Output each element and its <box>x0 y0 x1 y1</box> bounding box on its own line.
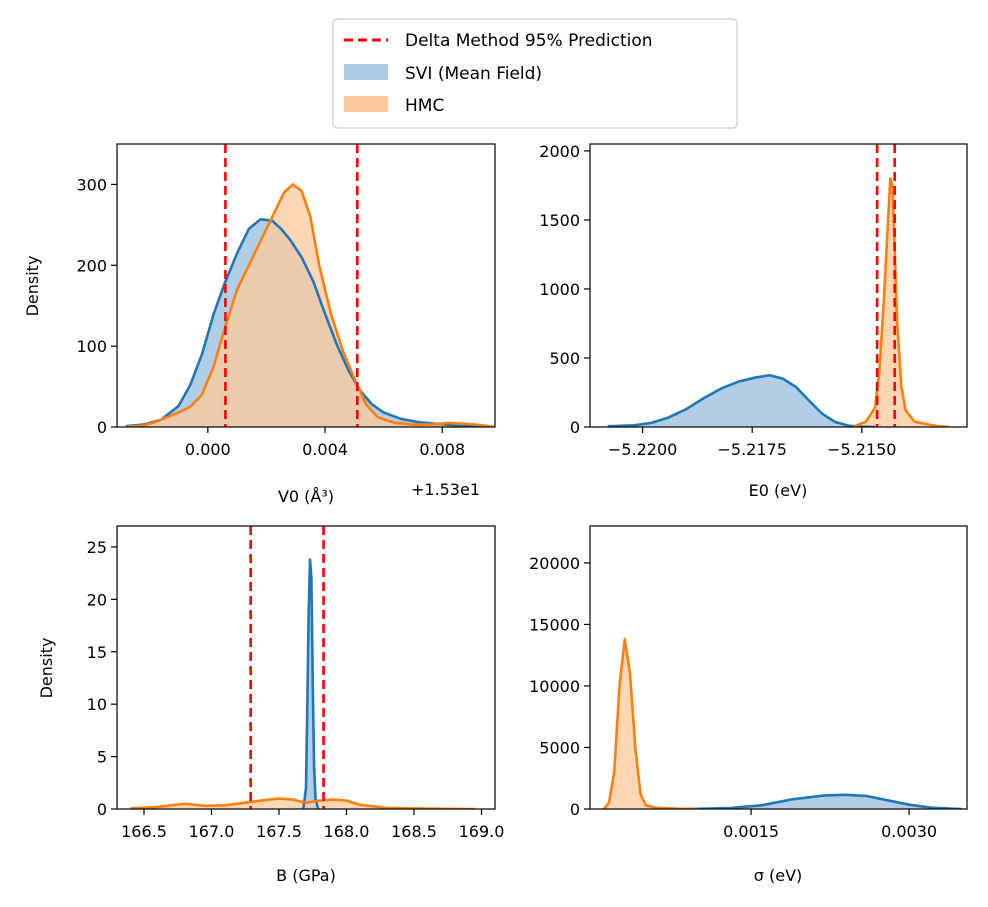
b-density-panel: B (GPa) Density 166.5 167.0 167.5 168.0 168.… <box>37 525 505 885</box>
b-ytick-label: 15 <box>87 643 107 662</box>
b-xtick-label: 166.5 <box>121 822 167 841</box>
b-hmc-kde-line <box>130 797 475 809</box>
e0-ytick-label: 1000 <box>539 280 580 299</box>
b-xtick-label: 169.0 <box>459 822 505 841</box>
legend-hmc-swatch <box>344 96 388 112</box>
sigma-plot-area <box>602 637 962 809</box>
v0-hmc-kde-line <box>125 183 495 427</box>
legend-hmc-label: HMC <box>405 96 444 116</box>
e0-ytick-label: 1500 <box>539 211 580 230</box>
sigma-xlabel: σ (eV) <box>754 866 803 885</box>
sigma-ytick-label: 0 <box>570 800 580 819</box>
sigma-density-panel: σ (eV) 0.0015 0.0030 0 5000 10000 15000 20000 <box>529 525 968 885</box>
e0-axes-frame <box>589 143 968 428</box>
sigma-ytick-label: 20000 <box>529 554 580 573</box>
v0-ytick-label: 0 <box>97 418 107 437</box>
v0-offset-text: +1.53e1 <box>411 480 480 499</box>
v0-xtick-label: 0.004 <box>302 440 348 459</box>
v0-svi-kde-line <box>125 217 490 427</box>
b-xlabel: B (GPa) <box>276 866 336 885</box>
b-xtick-label: 168.0 <box>324 822 370 841</box>
b-ytick-label: 5 <box>97 748 107 767</box>
sigma-hmc-hist-area <box>603 639 699 809</box>
b-ytick-label: 0 <box>97 800 107 819</box>
e0-xlabel: E0 (eV) <box>749 481 808 500</box>
legend: Delta Method 95% Prediction SVI (Mean Fi… <box>332 18 738 129</box>
e0-xtick-label: −5.2175 <box>718 440 787 459</box>
v0-xtick-label: 0.000 <box>185 440 231 459</box>
sigma-hmc-kde-line <box>602 637 699 809</box>
sigma-ytick-label: 10000 <box>529 677 580 696</box>
b-ytick-label: 25 <box>87 538 107 557</box>
sigma-svi-hist-area <box>656 794 962 809</box>
b-ytick-label: 20 <box>87 590 107 609</box>
e0-ytick-label: 0 <box>570 418 580 437</box>
b-ytick-label: 10 <box>87 695 107 714</box>
v0-hmc-hist-area <box>125 184 495 427</box>
b-ylabel: Density <box>37 638 56 699</box>
sigma-ytick-label: 5000 <box>539 738 580 757</box>
legend-delta-label: Delta Method 95% Prediction <box>405 31 653 51</box>
sigma-ytick-label: 15000 <box>529 615 580 634</box>
v0-axes-frame <box>116 143 496 428</box>
e0-ytick-label: 2000 <box>539 142 580 161</box>
e0-svi-hist-area <box>607 375 875 427</box>
v0-ylabel: Density <box>23 256 42 317</box>
v0-density-panel: V0 (Å³) Density +1.53e1 0.000 0.004 0.008 0… <box>23 143 496 506</box>
b-svi-kde-line <box>302 558 320 809</box>
sigma-svi-kde-line <box>656 793 962 809</box>
b-xtick-label: 167.0 <box>189 822 235 841</box>
b-xtick-label: 168.5 <box>391 822 437 841</box>
e0-plot-area <box>607 144 950 427</box>
sigma-axes-frame <box>589 525 968 810</box>
legend-svi-label: SVI (Mean Field) <box>405 64 542 84</box>
e0-ytick-label: 500 <box>549 349 580 368</box>
b-xtick-label: 167.5 <box>256 822 302 841</box>
e0-xtick-label: −5.2200 <box>608 440 677 459</box>
b-plot-area <box>130 526 475 809</box>
v0-ytick-label: 100 <box>76 337 107 356</box>
sigma-xtick-label: 0.0030 <box>881 822 937 841</box>
v0-xtick-label: 0.008 <box>419 440 465 459</box>
v0-ytick-label: 200 <box>76 256 107 275</box>
e0-xtick-label: −5.2150 <box>827 440 896 459</box>
b-axes-frame <box>116 525 496 810</box>
e0-density-panel: E0 (eV) −5.2200 −5.2175 −5.2150 0 500 1000 150… <box>539 142 968 500</box>
v0-plot-area <box>125 144 495 427</box>
e0-svi-kde-line <box>607 373 875 427</box>
v0-ytick-label: 300 <box>76 175 107 194</box>
legend-svi-swatch <box>344 64 388 80</box>
e0-hmc-kde-line <box>852 177 950 427</box>
v0-xlabel: V0 (Å³) <box>278 487 334 506</box>
legend-frame <box>332 18 738 129</box>
sigma-xtick-label: 0.0015 <box>723 822 779 841</box>
